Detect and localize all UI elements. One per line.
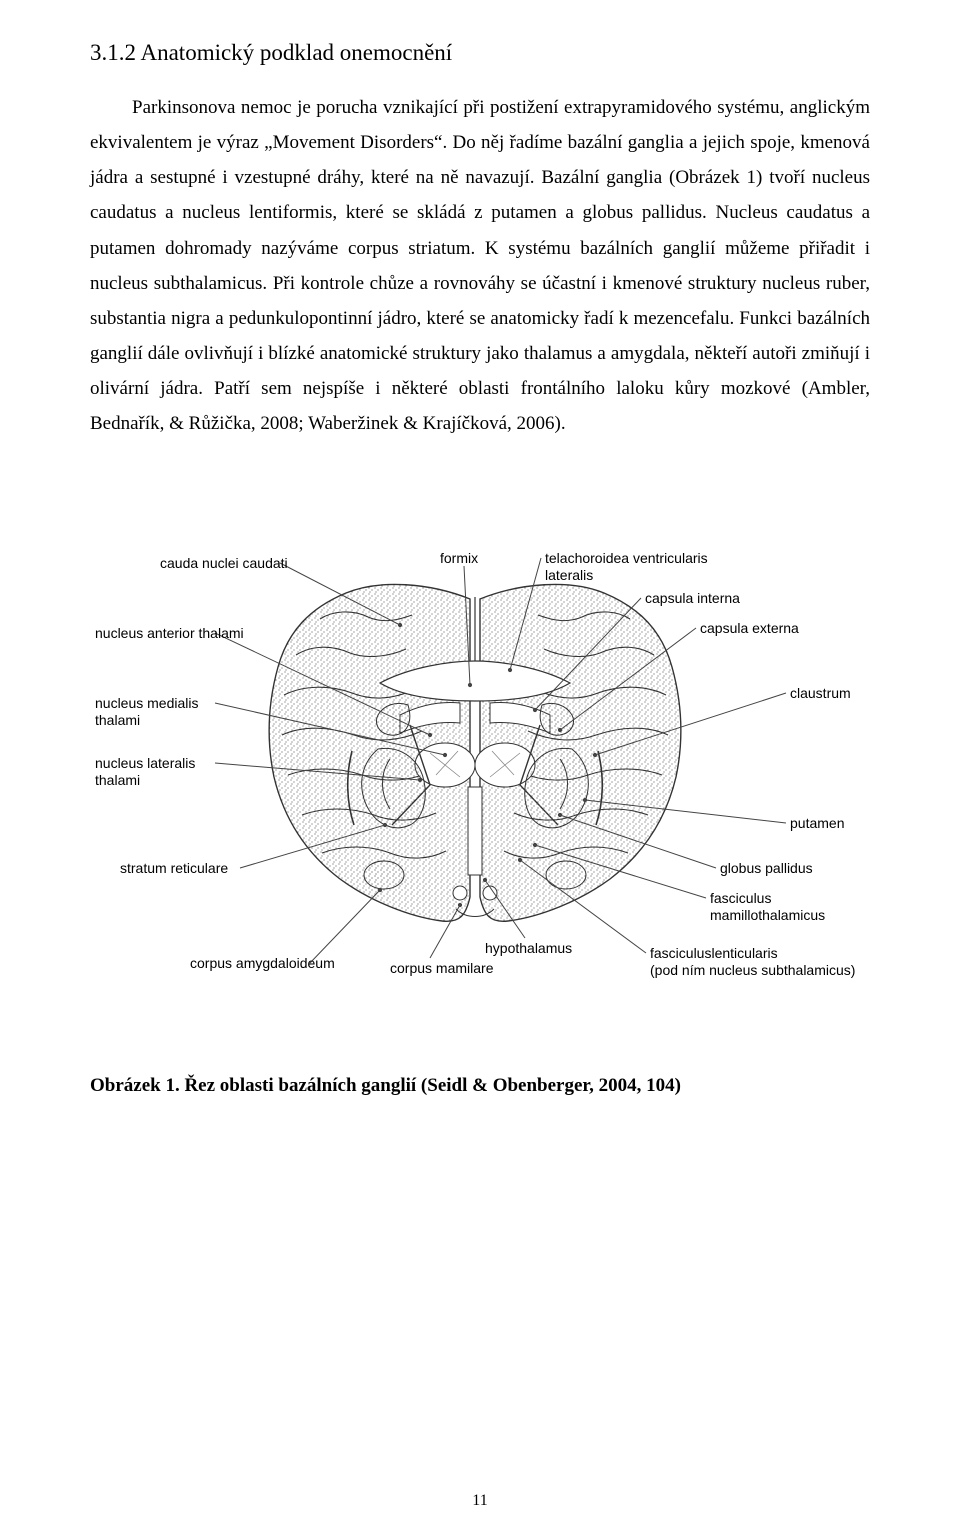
label-nucleus-lateralis-thalami: nucleus lateralis thalami bbox=[95, 755, 195, 789]
body-paragraph: Parkinsonova nemoc je porucha vznikající… bbox=[90, 90, 870, 441]
label-corpus-mamilare: corpus mamilare bbox=[390, 960, 493, 977]
label-capsula-externa: capsula externa bbox=[700, 620, 799, 637]
label-telachoroidea: telachoroidea ventricularis lateralis bbox=[545, 550, 708, 584]
label-nucleus-medialis-thalami: nucleus medialis thalami bbox=[95, 695, 199, 729]
label-globus-pallidus: globus pallidus bbox=[720, 860, 813, 877]
label-corpus-amygdaloideum: corpus amygdaloideum bbox=[190, 955, 335, 972]
label-hypothalamus: hypothalamus bbox=[485, 940, 572, 957]
figure-caption: Obrázek 1. Řez oblasti bazálních ganglií… bbox=[90, 1075, 870, 1097]
label-claustrum: claustrum bbox=[790, 685, 851, 702]
figure-1: cauda nuclei caudati nucleus anterior th… bbox=[90, 495, 870, 1097]
label-capsula-interna: capsula interna bbox=[645, 590, 740, 607]
page: 3.1.2 Anatomický podklad onemocnění Park… bbox=[0, 0, 960, 1528]
label-fasciculus-lenticularis: fasciculuslenticularis (pod ním nucleus … bbox=[650, 945, 855, 979]
section-heading: 3.1.2 Anatomický podklad onemocnění bbox=[90, 40, 870, 66]
label-fasciculus-mamillothalamicus: fasciculus mamillothalamicus bbox=[710, 890, 825, 924]
label-cauda-nuclei-caudati: cauda nuclei caudati bbox=[160, 555, 288, 572]
label-formix: formix bbox=[440, 550, 478, 567]
page-number: 11 bbox=[0, 1492, 960, 1510]
figure-canvas: cauda nuclei caudati nucleus anterior th… bbox=[90, 495, 870, 1035]
label-nucleus-anterior-thalami: nucleus anterior thalami bbox=[95, 625, 244, 642]
label-stratum-reticulare: stratum reticulare bbox=[120, 860, 228, 877]
label-putamen: putamen bbox=[790, 815, 844, 832]
